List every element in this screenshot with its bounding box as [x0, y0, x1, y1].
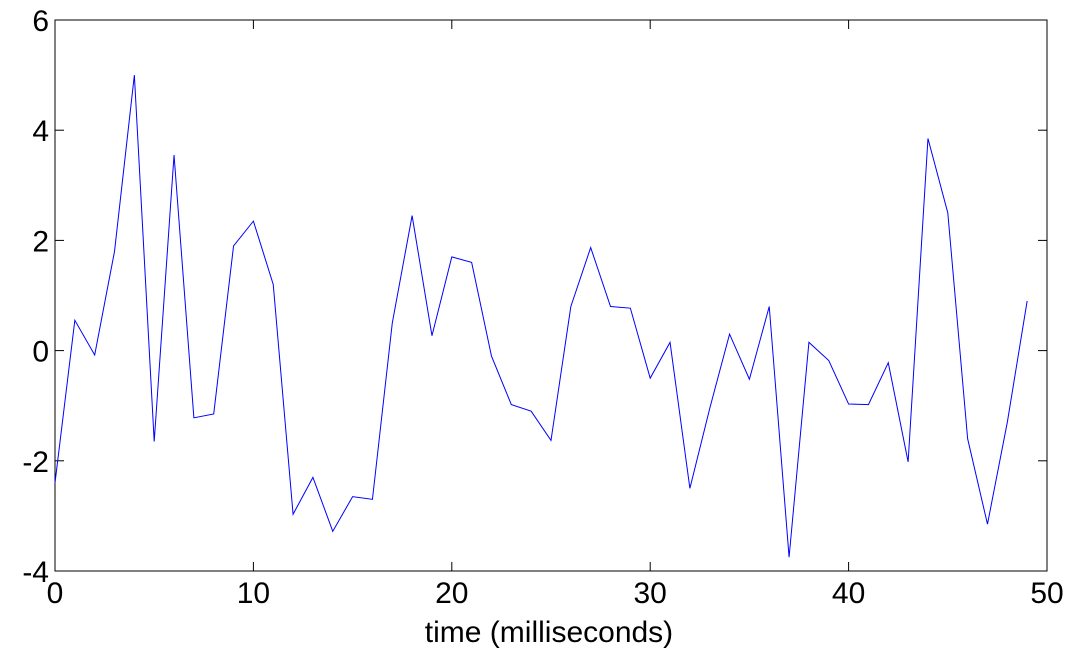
axes-box [54, 19, 1048, 572]
x-axis-label: time (milliseconds) [425, 616, 673, 649]
x-tick-label: 40 [832, 577, 865, 610]
y-tick-label: 6 [32, 5, 49, 38]
plot-area: 0 10 20 30 40 50 -4 -2 0 2 4 6 [22, 5, 1063, 610]
y-tick-label: -4 [22, 556, 49, 589]
x-tick-label: 20 [435, 577, 468, 610]
y-tick-label: 2 [32, 225, 49, 258]
x-tick-label: 0 [47, 577, 64, 610]
series-line-signal [54, 75, 1028, 558]
y-tick-label: -2 [22, 446, 49, 479]
x-tick-label: 50 [1030, 577, 1063, 610]
x-tick-label: 30 [634, 577, 667, 610]
x-tick-label: 10 [237, 577, 270, 610]
y-tick-label: 0 [32, 336, 49, 369]
y-tick-label: 4 [32, 115, 49, 148]
